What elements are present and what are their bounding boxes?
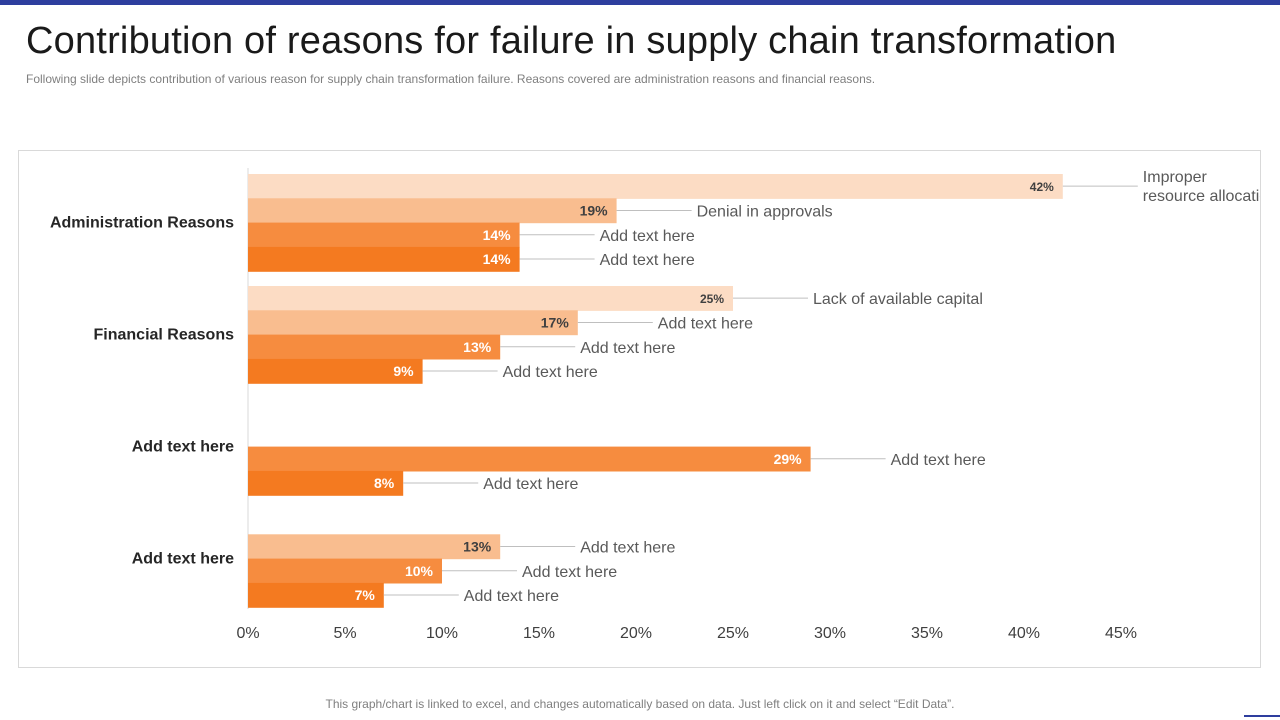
x-tick-label: 20% [620, 625, 652, 642]
bar [248, 310, 578, 336]
category-label: Financial Reasons [94, 327, 235, 344]
x-tick-label: 5% [333, 625, 356, 642]
annotation-line: Add text here [658, 315, 753, 332]
bar-annotation: Add text here [891, 452, 986, 469]
bar-annotation: Improper resource allocation [1143, 169, 1260, 205]
x-tick-label: 0% [236, 625, 259, 642]
bar [248, 358, 423, 384]
bar [248, 246, 520, 272]
annotation-line: Add text here [600, 228, 695, 245]
footer-note: This graph/chart is linked to excel, and… [325, 697, 955, 711]
annotation-line: resource allocation [1143, 188, 1260, 205]
x-tick-label: 25% [717, 625, 749, 642]
bar [248, 334, 501, 360]
bar-value-label: 25% [700, 292, 724, 306]
bar-value-label: 8% [374, 475, 395, 491]
bar [248, 198, 617, 224]
bar-value-label: 7% [355, 587, 376, 603]
bar-value-label: 17% [541, 314, 570, 330]
x-tick-label: 30% [814, 625, 846, 642]
bar-value-label: 29% [774, 451, 803, 467]
bar-value-label: 10% [405, 563, 434, 579]
bar [248, 470, 404, 496]
bar-value-label: 42% [1030, 180, 1054, 194]
bar [248, 582, 384, 608]
page-title: Contribution of reasons for failure in s… [26, 20, 1117, 62]
x-tick-label: 40% [1008, 625, 1040, 642]
bar-value-label: 19% [580, 202, 609, 218]
x-tick-label: 45% [1105, 625, 1137, 642]
annotation-line: Add text here [580, 340, 675, 357]
bar-annotation: Add text here [580, 539, 675, 556]
annotation-line: Add text here [891, 452, 986, 469]
bar-annotation: Add text here [600, 252, 695, 269]
bar-annotation: Add text here [580, 340, 675, 357]
annotation-line: Lack of available capital [813, 291, 983, 308]
annotation-line: Add text here [483, 476, 578, 493]
bar-value-label: 13% [463, 538, 492, 554]
bar [248, 534, 501, 560]
bar-value-label: 14% [483, 227, 512, 243]
page-subtitle: Following slide depicts contribution of … [26, 72, 876, 86]
annotation-line: Add text here [580, 539, 675, 556]
annotation-line: Denial in approvals [697, 203, 833, 220]
category-label: Administration Reasons [50, 215, 234, 232]
bar-annotation: Denial in approvals [697, 203, 833, 220]
x-tick-label: 15% [523, 625, 555, 642]
bar [248, 286, 733, 311]
bar-annotation: Add text here [600, 228, 695, 245]
bar-chart: 0% 5% 10% 15% 20% 25% 30% 35% 40% 45% Administrati… [50, 168, 1260, 642]
bar-annotation: Add text here [503, 364, 598, 381]
bar [248, 446, 811, 472]
chart-container[interactable]: 0% 5% 10% 15% 20% 25% 30% 35% 40% 45% Administrati… [18, 150, 1261, 668]
annotation-line: Improper [1143, 169, 1208, 186]
bar-annotation: Add text here [464, 588, 559, 605]
annotation-line: Add text here [464, 588, 559, 605]
annotation-line: Add text here [600, 252, 695, 269]
top-accent-bar [0, 0, 1280, 5]
bar [248, 222, 520, 248]
bar-value-label: 9% [393, 363, 414, 379]
bar [248, 558, 442, 584]
category-label: Add text here [132, 551, 234, 568]
bar-annotation: Add text here [522, 564, 617, 581]
annotation-line: Add text here [503, 364, 598, 381]
bar-value-label: 13% [463, 339, 492, 355]
corner-accent-mark [1244, 715, 1280, 717]
bar [248, 174, 1063, 199]
bar-value-label: 14% [483, 251, 512, 267]
category-label: Add text here [132, 439, 234, 456]
bar-annotation: Add text here [658, 315, 753, 332]
annotation-line: Add text here [522, 564, 617, 581]
bar-annotation: Lack of available capital [813, 291, 983, 308]
bar-annotation: Add text here [483, 476, 578, 493]
x-tick-label: 35% [911, 625, 943, 642]
x-tick-label: 10% [426, 625, 458, 642]
